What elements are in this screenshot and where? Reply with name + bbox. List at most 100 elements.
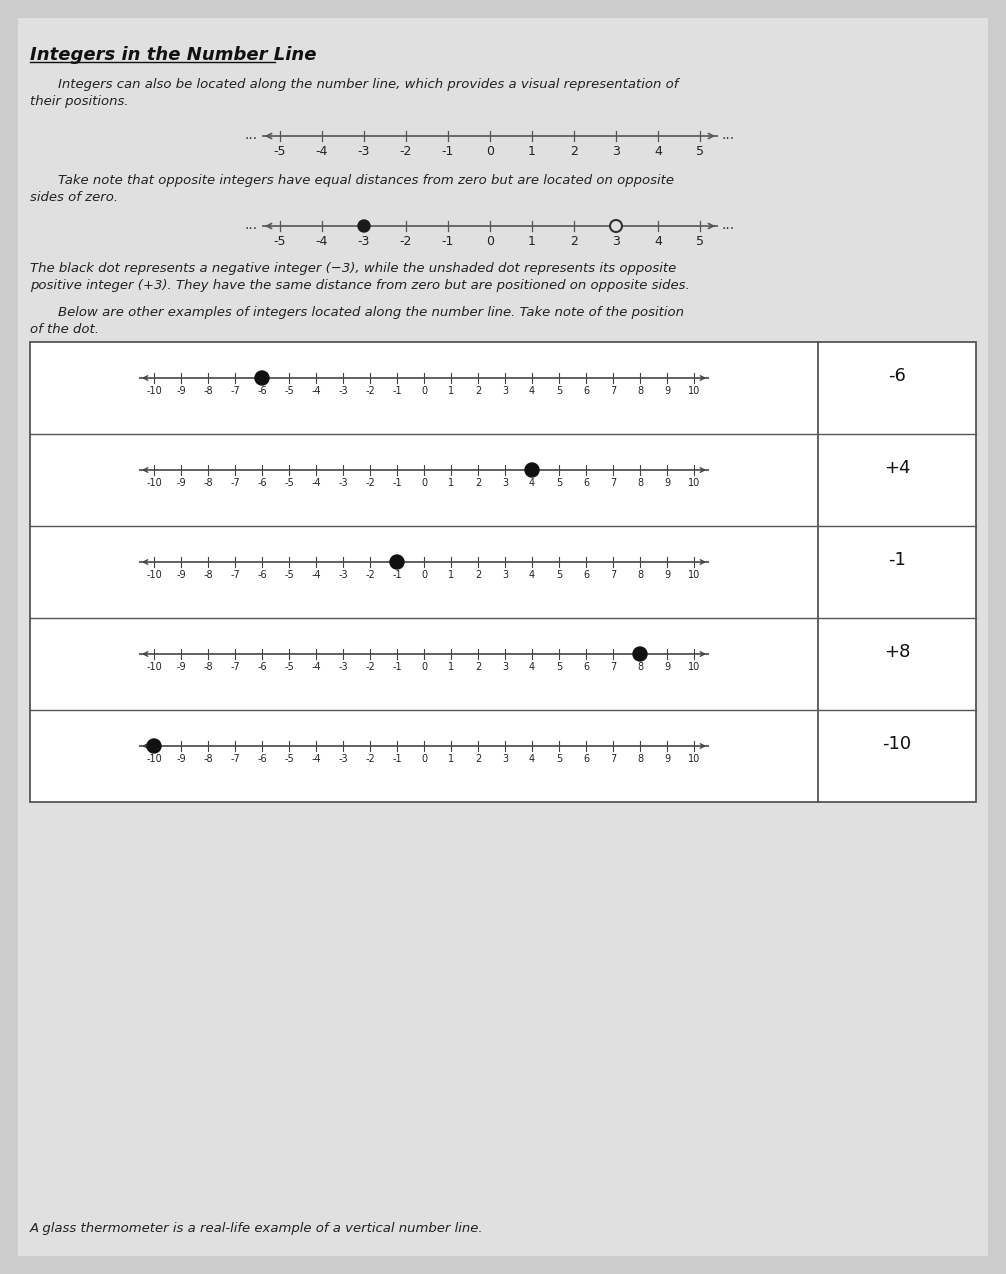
Circle shape <box>358 220 370 232</box>
Text: -2: -2 <box>399 145 412 158</box>
Text: -10: -10 <box>146 754 162 764</box>
Text: -9: -9 <box>176 754 186 764</box>
Text: 8: 8 <box>637 478 643 488</box>
Text: -2: -2 <box>365 754 375 764</box>
Text: -8: -8 <box>203 386 213 396</box>
Text: -6: -6 <box>888 367 906 385</box>
Text: -3: -3 <box>338 754 348 764</box>
Text: 5: 5 <box>556 754 562 764</box>
Text: -7: -7 <box>230 386 239 396</box>
Text: -6: -6 <box>258 569 267 580</box>
Text: -7: -7 <box>230 754 239 764</box>
Circle shape <box>633 647 647 661</box>
Text: 5: 5 <box>696 234 704 248</box>
Text: Below are other examples of integers located along the number line. Take note of: Below are other examples of integers loc… <box>58 306 684 318</box>
Text: 4: 4 <box>654 234 662 248</box>
Text: -3: -3 <box>358 145 370 158</box>
Text: -4: -4 <box>316 234 328 248</box>
Text: 10: 10 <box>688 478 700 488</box>
Text: 9: 9 <box>664 754 670 764</box>
Text: -1: -1 <box>888 550 906 569</box>
Text: -5: -5 <box>284 386 294 396</box>
Text: -10: -10 <box>882 735 911 753</box>
Text: 7: 7 <box>610 754 616 764</box>
Text: 3: 3 <box>502 662 508 671</box>
Text: 6: 6 <box>582 478 590 488</box>
Text: -7: -7 <box>230 569 239 580</box>
Text: 5: 5 <box>556 662 562 671</box>
Text: +4: +4 <box>883 459 910 476</box>
Text: -3: -3 <box>338 569 348 580</box>
Text: sides of zero.: sides of zero. <box>30 191 118 204</box>
Text: The black dot represents a negative integer (−3), while the unshaded dot represe: The black dot represents a negative inte… <box>30 262 676 275</box>
Text: 0: 0 <box>421 754 428 764</box>
Text: 1: 1 <box>448 754 454 764</box>
Text: positive integer (+3). They have the same distance from zero but are positioned : positive integer (+3). They have the sam… <box>30 279 690 292</box>
Text: 7: 7 <box>610 662 616 671</box>
Text: -5: -5 <box>284 478 294 488</box>
Text: -4: -4 <box>311 569 321 580</box>
Text: -8: -8 <box>203 662 213 671</box>
Text: 10: 10 <box>688 662 700 671</box>
Text: 2: 2 <box>475 386 481 396</box>
Text: 7: 7 <box>610 569 616 580</box>
Text: 0: 0 <box>421 662 428 671</box>
Text: -2: -2 <box>365 386 375 396</box>
Text: Take note that opposite integers have equal distances from zero but are located : Take note that opposite integers have eq… <box>58 175 674 187</box>
Text: 4: 4 <box>529 662 535 671</box>
Text: 10: 10 <box>688 754 700 764</box>
Text: -6: -6 <box>258 478 267 488</box>
Text: 1: 1 <box>448 478 454 488</box>
Text: -1: -1 <box>392 754 401 764</box>
Text: 1: 1 <box>528 145 536 158</box>
Text: 3: 3 <box>612 234 620 248</box>
Text: -10: -10 <box>146 569 162 580</box>
Text: -8: -8 <box>203 754 213 764</box>
Text: Integers in the Number Line: Integers in the Number Line <box>30 46 317 64</box>
Text: -6: -6 <box>258 754 267 764</box>
Text: -4: -4 <box>311 478 321 488</box>
Text: -4: -4 <box>311 386 321 396</box>
Text: -6: -6 <box>258 386 267 396</box>
Text: 5: 5 <box>556 386 562 396</box>
Text: -6: -6 <box>258 662 267 671</box>
Text: -1: -1 <box>392 386 401 396</box>
Text: 2: 2 <box>475 754 481 764</box>
Text: ...: ... <box>244 218 258 232</box>
Text: -10: -10 <box>146 386 162 396</box>
Text: 1: 1 <box>528 234 536 248</box>
Text: -7: -7 <box>230 662 239 671</box>
Text: -5: -5 <box>274 234 287 248</box>
Text: 0: 0 <box>421 386 428 396</box>
Text: 6: 6 <box>582 569 590 580</box>
Text: 0: 0 <box>421 569 428 580</box>
Text: -10: -10 <box>146 662 162 671</box>
Text: 2: 2 <box>475 662 481 671</box>
Text: 1: 1 <box>448 662 454 671</box>
Text: -9: -9 <box>176 569 186 580</box>
Text: -9: -9 <box>176 386 186 396</box>
Text: 0: 0 <box>486 234 494 248</box>
Text: 8: 8 <box>637 569 643 580</box>
Text: -2: -2 <box>365 569 375 580</box>
Text: 6: 6 <box>582 662 590 671</box>
Text: 8: 8 <box>637 662 643 671</box>
Text: 10: 10 <box>688 569 700 580</box>
Text: -5: -5 <box>274 145 287 158</box>
Circle shape <box>610 220 622 232</box>
Text: 2: 2 <box>570 234 577 248</box>
Text: 4: 4 <box>529 478 535 488</box>
Text: 5: 5 <box>556 569 562 580</box>
Text: 2: 2 <box>475 478 481 488</box>
Text: -1: -1 <box>392 662 401 671</box>
Text: their positions.: their positions. <box>30 96 129 108</box>
Text: -3: -3 <box>338 662 348 671</box>
Text: -10: -10 <box>146 478 162 488</box>
Text: 2: 2 <box>570 145 577 158</box>
Text: -4: -4 <box>311 754 321 764</box>
Text: 9: 9 <box>664 478 670 488</box>
Text: -5: -5 <box>284 569 294 580</box>
Text: -2: -2 <box>365 478 375 488</box>
Text: 3: 3 <box>502 478 508 488</box>
Circle shape <box>255 371 269 385</box>
